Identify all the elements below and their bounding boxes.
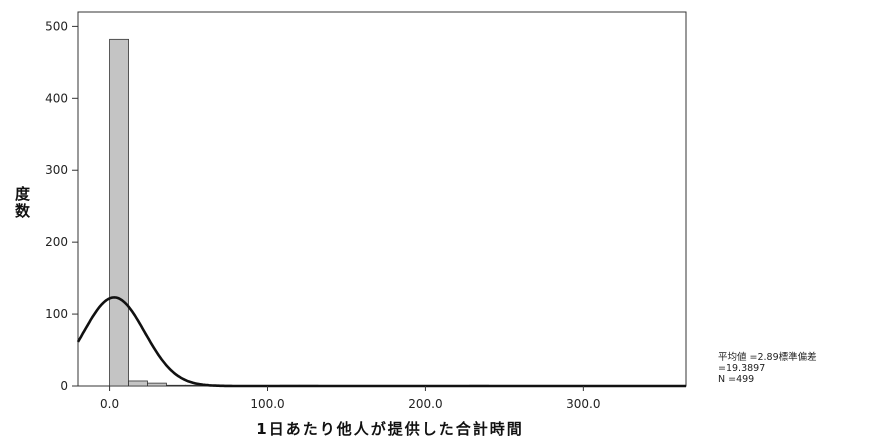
x-tick-label: 0.0 [100, 397, 119, 411]
x-tick-label: 200.0 [408, 397, 442, 411]
x-axis: 0.0 100.0 200.0 300.0 [100, 386, 601, 411]
y-tick-label: 300 [45, 163, 68, 177]
y-tick-label: 0 [60, 379, 68, 393]
histogram-bar [166, 384, 186, 387]
plot-area [77, 11, 687, 387]
y-tick-label: 400 [45, 91, 68, 105]
y-tick-label: 200 [45, 235, 68, 249]
stats-legend: 平均値 =2.89標準偏差 =19.3897 N =499 [718, 352, 878, 385]
x-tick-label: 100.0 [250, 397, 284, 411]
histogram-bar [147, 382, 167, 387]
x-axis-title: 1日あたり他人が提供した合計時間 [256, 420, 524, 438]
stats-line-n: N =499 [718, 374, 755, 385]
y-axis: 0 100 200 300 400 500 [45, 19, 78, 393]
normal-distribution-curve [76, 296, 686, 388]
plot-frame [77, 11, 687, 387]
stats-line-mean-sd: 平均値 =2.89標準偏差 [718, 352, 817, 363]
histogram-bar [128, 380, 148, 387]
x-tick-label: 300.0 [566, 397, 600, 411]
y-axis-title: 度数 [13, 186, 31, 220]
y-tick-label: 500 [45, 19, 68, 33]
histogram-bar [109, 38, 129, 387]
normal-curve-layer [76, 296, 686, 388]
y-tick-label: 100 [45, 307, 68, 321]
stats-line-sd-value: =19.3897 [718, 363, 766, 374]
